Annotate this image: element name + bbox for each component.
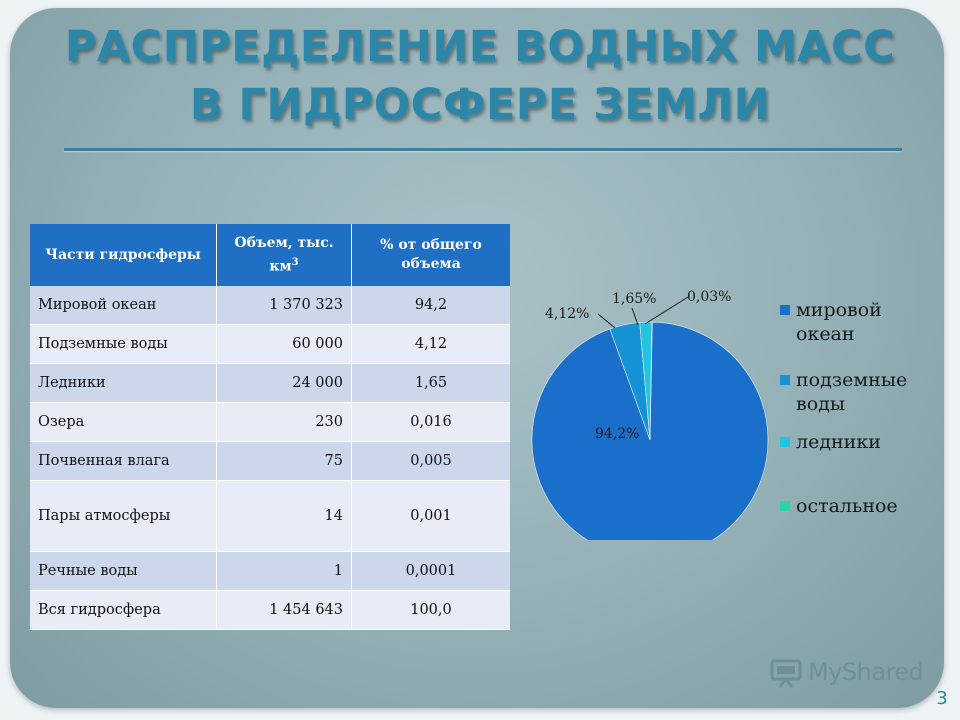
- table-row: Озера 230 0,016: [30, 402, 510, 442]
- cell-name: Почвенная влага: [30, 441, 217, 481]
- data-label-groundwater: 4,12%: [545, 306, 589, 322]
- cell-volume: 230: [216, 402, 352, 442]
- slide-title: РАСПРЕДЕЛЕНИЕ ВОДНЫХ МАСС В ГИДРОСФЕРЕ З…: [20, 18, 940, 134]
- pie-chart: 94,2% 4,12% 1,65% 0,03%: [520, 270, 820, 559]
- data-label-other: 0,03%: [687, 289, 731, 305]
- cell-name: Подземные воды: [30, 324, 217, 364]
- page-number: 3: [936, 688, 948, 709]
- cell-volume: 14: [216, 480, 352, 552]
- cell-volume: 60 000: [216, 324, 352, 364]
- cell-percent: 0,016: [351, 402, 510, 442]
- data-label-glaciers: 1,65%: [612, 291, 656, 307]
- cell-percent: 100,0: [351, 590, 510, 630]
- header-percent: % от общего объема: [351, 224, 510, 286]
- table-row: Мировой океан 1 370 323 94,2: [30, 286, 510, 325]
- table-row: Ледники 24 000 1,65: [30, 363, 510, 403]
- cell-percent: 1,65: [351, 363, 510, 403]
- cell-volume: 75: [216, 441, 352, 481]
- pie-slice-other: [649, 321, 653, 441]
- title-line-2: В ГИДРОСФЕРЕ ЗЕМЛИ: [189, 80, 771, 130]
- pie-chart-svg: 94,2% 4,12% 1,65% 0,03%: [531, 289, 769, 559]
- cell-name: Мировой океан: [30, 286, 217, 325]
- table-row: Вся гидросфера 1 454 643 100,0: [30, 590, 510, 630]
- title-divider: [64, 148, 902, 151]
- header-volume: Объем, тыс. км3: [216, 224, 352, 286]
- cell-volume: 24 000: [216, 363, 352, 403]
- hydrosphere-table: Части гидросферы Объем, тыс. км3 % от об…: [30, 224, 510, 630]
- table-row: Пары атмосферы 14 0,001: [30, 480, 510, 552]
- legend-swatch-glaciers: [780, 437, 790, 447]
- cell-name: Пары атмосферы: [30, 480, 217, 552]
- cell-volume: 1 454 643: [216, 590, 352, 630]
- header-parts: Части гидросферы: [30, 224, 217, 286]
- cell-volume: 1: [216, 551, 352, 591]
- myshared-logo[interactable]: MyShared: [770, 656, 930, 692]
- cell-name: Озера: [30, 402, 217, 442]
- leader-line-groundwater: [597, 313, 616, 329]
- superscript-3: 3: [291, 256, 299, 268]
- cell-percent: 4,12: [351, 324, 510, 364]
- cell-percent: 0,001: [351, 480, 510, 552]
- table-row: Подземные воды 60 000 4,12: [30, 324, 510, 364]
- title-line-1: РАСПРЕДЕЛЕНИЕ ВОДНЫХ МАСС: [64, 22, 896, 72]
- table-row: Почвенная влага 75 0,005: [30, 441, 510, 481]
- leader-line-other: [644, 296, 689, 325]
- legend-label: ледники: [796, 431, 881, 453]
- legend-label: подземные воды: [796, 369, 908, 415]
- cell-name: Ледники: [30, 363, 217, 403]
- table-header-row: Части гидросферы Объем, тыс. км3 % от об…: [30, 224, 510, 286]
- presentation-board-icon: [770, 659, 802, 688]
- legend-swatch-other: [780, 501, 790, 511]
- cell-volume: 1 370 323: [216, 286, 352, 325]
- cell-percent: 0,005: [351, 441, 510, 481]
- legend-label: остальное: [796, 495, 898, 517]
- cell-name: Речные воды: [30, 551, 217, 591]
- legend-swatch-ocean: [780, 305, 790, 315]
- cell-percent: 0,0001: [351, 551, 510, 591]
- data-label-ocean: 94,2%: [595, 426, 639, 442]
- legend-label: мировой океан: [796, 299, 882, 345]
- legend-swatch-groundwater: [780, 375, 790, 385]
- table-row: Речные воды 1 0,0001: [30, 551, 510, 591]
- leader-line-glaciers: [631, 307, 639, 326]
- cell-percent: 94,2: [351, 286, 510, 325]
- cell-name: Вся гидросфера: [30, 590, 217, 630]
- logo-text: MyShared: [808, 658, 924, 686]
